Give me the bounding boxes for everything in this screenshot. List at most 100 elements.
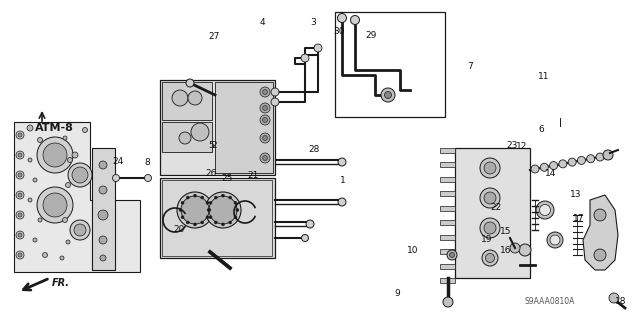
Text: 2: 2 <box>212 141 217 150</box>
Circle shape <box>262 117 268 122</box>
Circle shape <box>351 16 360 25</box>
Circle shape <box>214 221 218 224</box>
Circle shape <box>179 209 182 211</box>
Circle shape <box>18 153 22 157</box>
Circle shape <box>201 196 204 199</box>
Circle shape <box>99 236 107 244</box>
Text: ATM-8: ATM-8 <box>35 123 74 133</box>
Text: 13: 13 <box>570 190 582 199</box>
Circle shape <box>271 98 279 106</box>
Circle shape <box>83 128 88 132</box>
Text: 11: 11 <box>538 72 550 81</box>
Circle shape <box>16 131 24 139</box>
Text: 10: 10 <box>407 246 419 255</box>
Circle shape <box>33 178 37 182</box>
Circle shape <box>43 193 67 217</box>
Circle shape <box>234 216 237 219</box>
Circle shape <box>209 201 212 204</box>
Circle shape <box>72 167 88 183</box>
Circle shape <box>271 88 279 96</box>
Circle shape <box>594 249 606 261</box>
Circle shape <box>260 115 270 125</box>
Circle shape <box>260 133 270 143</box>
Circle shape <box>60 256 64 260</box>
Circle shape <box>484 162 496 174</box>
Circle shape <box>486 254 495 263</box>
Circle shape <box>531 165 539 173</box>
Circle shape <box>37 187 73 223</box>
Circle shape <box>221 223 225 226</box>
Polygon shape <box>92 148 115 270</box>
Bar <box>160 178 275 258</box>
Bar <box>455 148 530 278</box>
Circle shape <box>603 150 613 160</box>
Circle shape <box>385 92 392 99</box>
Circle shape <box>337 13 346 23</box>
Text: 20: 20 <box>173 225 185 234</box>
Circle shape <box>18 173 22 177</box>
Circle shape <box>18 213 22 217</box>
Circle shape <box>550 235 560 245</box>
Circle shape <box>587 155 595 163</box>
Bar <box>440 220 455 225</box>
Circle shape <box>482 250 498 266</box>
Circle shape <box>28 198 32 202</box>
Circle shape <box>66 240 70 244</box>
Circle shape <box>42 253 47 257</box>
Bar <box>440 177 455 182</box>
Circle shape <box>188 91 202 105</box>
Text: FR.: FR. <box>52 278 70 288</box>
Bar <box>440 278 455 283</box>
Bar <box>12 120 140 275</box>
Circle shape <box>28 158 32 162</box>
Circle shape <box>16 151 24 159</box>
Polygon shape <box>14 122 140 272</box>
Text: 28: 28 <box>308 145 319 154</box>
Text: 12: 12 <box>516 142 527 151</box>
Circle shape <box>186 221 189 224</box>
Bar <box>440 191 455 196</box>
Text: 29: 29 <box>365 31 377 40</box>
Circle shape <box>72 152 78 158</box>
Circle shape <box>74 224 86 236</box>
Text: 24: 24 <box>113 157 124 166</box>
Text: 25: 25 <box>221 174 233 183</box>
Circle shape <box>16 211 24 219</box>
Circle shape <box>306 220 314 228</box>
Circle shape <box>206 201 209 204</box>
Bar <box>215 82 273 173</box>
Bar <box>160 80 275 175</box>
Circle shape <box>208 209 211 211</box>
Circle shape <box>38 137 42 143</box>
Circle shape <box>16 251 24 259</box>
Text: 23: 23 <box>506 141 518 150</box>
Circle shape <box>338 158 346 166</box>
Circle shape <box>221 194 225 197</box>
Polygon shape <box>583 195 618 270</box>
Circle shape <box>262 90 268 94</box>
Circle shape <box>16 231 24 239</box>
Text: 16: 16 <box>500 246 511 255</box>
Circle shape <box>262 136 268 140</box>
Circle shape <box>510 243 520 253</box>
Circle shape <box>186 196 189 199</box>
Text: 27: 27 <box>209 32 220 41</box>
Circle shape <box>568 158 576 166</box>
Circle shape <box>191 123 209 141</box>
Circle shape <box>228 221 232 224</box>
Bar <box>162 82 212 120</box>
Bar <box>425 125 633 307</box>
Bar <box>162 180 272 256</box>
Circle shape <box>67 158 72 162</box>
Text: 3: 3 <box>311 18 316 27</box>
Circle shape <box>68 163 92 187</box>
Bar <box>440 148 455 153</box>
Circle shape <box>559 160 567 168</box>
Circle shape <box>540 204 550 216</box>
Circle shape <box>536 201 554 219</box>
Text: 26: 26 <box>205 169 217 178</box>
Circle shape <box>449 253 454 257</box>
Circle shape <box>260 103 270 113</box>
Circle shape <box>209 216 212 219</box>
Text: 5: 5 <box>209 141 214 150</box>
